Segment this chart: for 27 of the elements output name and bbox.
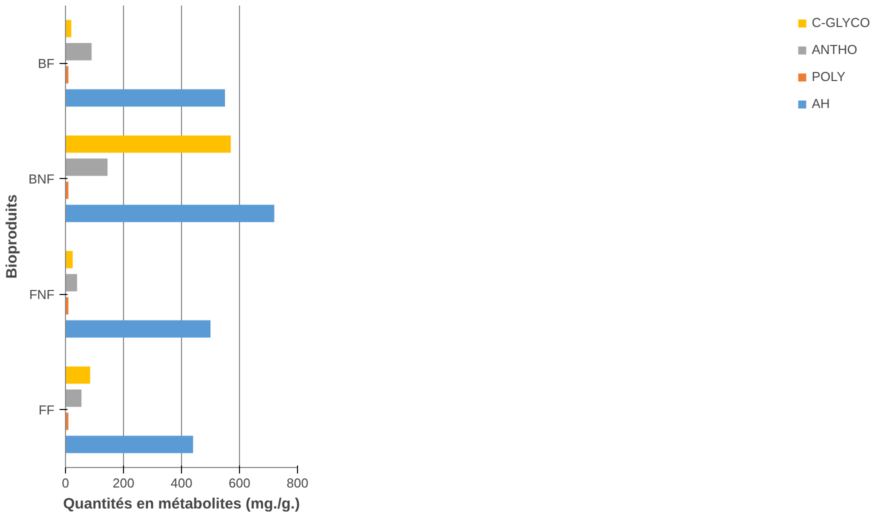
- bar: [66, 320, 210, 338]
- bar: [66, 436, 194, 454]
- bar: [66, 135, 231, 153]
- bar: [66, 43, 92, 60]
- y-tick-label: FNF: [29, 286, 55, 302]
- x-tick-label: 400: [170, 476, 192, 490]
- bar: [66, 390, 82, 407]
- bar: [66, 274, 78, 292]
- bar: [66, 89, 225, 107]
- x-tick-label: 200: [112, 476, 134, 490]
- bar: [66, 20, 72, 38]
- x-tick-label: 800: [286, 476, 308, 490]
- x-tick-label: 600: [228, 476, 250, 490]
- legend-label: AH: [812, 96, 831, 111]
- bar: [66, 158, 108, 176]
- y-tick-label: FF: [38, 402, 55, 418]
- y-tick-label: BF: [38, 56, 55, 71]
- y-axis-title: Bioproduits: [4, 194, 20, 279]
- x-axis-title: Quantités en métabolites (mg./g.): [63, 496, 300, 512]
- legend-label: ANTHO: [812, 42, 858, 57]
- legend-label: C-GLYCO: [812, 15, 870, 30]
- bar: [66, 204, 274, 222]
- bar: [66, 250, 73, 268]
- legend-label: POLY: [812, 69, 846, 84]
- y-tick-label: BNF: [28, 171, 55, 186]
- x-tick-label: 0: [62, 476, 70, 490]
- bar: [66, 366, 90, 384]
